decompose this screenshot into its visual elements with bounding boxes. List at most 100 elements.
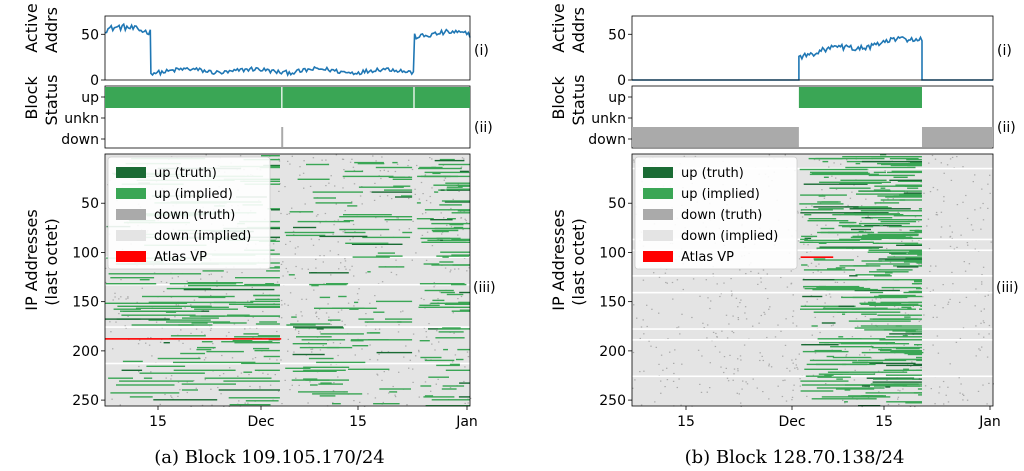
down-truth-dot [239, 155, 242, 157]
down-truth-dot [420, 297, 423, 299]
down-truth-dot [666, 379, 669, 381]
up-segment [905, 257, 922, 259]
up-segment [135, 307, 182, 309]
down-truth-dot [284, 303, 286, 305]
down-truth-dot [277, 390, 280, 392]
down-truth-dot [460, 166, 463, 168]
up-segment [148, 319, 211, 321]
gap-row [632, 328, 993, 330]
down-truth-dot [943, 200, 945, 202]
up-segment [419, 304, 440, 306]
down-truth-dot [252, 316, 254, 318]
up-segment [241, 362, 280, 365]
up-segment [178, 324, 213, 326]
down-truth-dot [226, 271, 228, 273]
down-truth-dot [164, 317, 166, 319]
down-truth-dot [777, 385, 779, 387]
down-truth-dot [769, 306, 771, 308]
down-truth-dot [457, 268, 460, 270]
up-segment [840, 343, 910, 345]
down-truth-dot [412, 381, 414, 383]
up-segment [855, 162, 861, 165]
up-segment [849, 275, 858, 277]
up-segment [250, 300, 280, 303]
up-segment [832, 214, 904, 216]
tag-i: (i) [474, 43, 489, 59]
down-truth-dot [874, 203, 877, 205]
down-truth-dot [678, 378, 680, 380]
down-truth-dot [317, 214, 319, 216]
up-segment [293, 226, 317, 229]
active-ylabel-1: Active [549, 3, 568, 53]
down-truth-dot [450, 269, 452, 271]
down-truth-dot [936, 189, 939, 191]
up-segment [419, 340, 430, 342]
down-truth-dot [319, 222, 321, 224]
x-tick-label: 15 [677, 414, 695, 430]
active-ylabel-2: Addrs [42, 7, 61, 53]
down-truth-dot [927, 218, 930, 220]
up-segment [824, 374, 834, 376]
up-segment [443, 348, 448, 351]
up-segment [877, 231, 922, 234]
down-truth-dot [918, 263, 920, 265]
down-truth-dot [672, 380, 675, 382]
up-segment [457, 210, 470, 212]
down-truth-dot [212, 343, 214, 345]
up-segment [862, 395, 884, 397]
ip-y-tick-label: 200 [72, 344, 99, 360]
up-segment [166, 287, 212, 290]
down-truth-dot [463, 257, 466, 259]
down-truth-dot [431, 245, 434, 247]
down-truth-dot [286, 213, 288, 215]
down-truth-dot [165, 281, 168, 284]
down-truth-dot [160, 281, 163, 283]
down-truth-dot [442, 164, 445, 166]
up-segment [431, 166, 443, 169]
down-truth-dot [433, 282, 435, 284]
down-truth-dot [237, 375, 239, 377]
down-truth-dot [174, 316, 176, 318]
up-segment [818, 285, 860, 288]
down-truth-dot [966, 217, 969, 219]
down-truth-dot [322, 261, 324, 263]
down-truth-dot [352, 237, 354, 239]
down-truth-dot [639, 337, 641, 340]
down-truth-dot [646, 325, 648, 328]
down-truth-dot [667, 338, 669, 340]
up-segment [269, 267, 280, 269]
down-truth-dot [119, 404, 121, 406]
down-truth-dot [744, 312, 746, 314]
down-truth-dot [313, 289, 315, 291]
x-tick-label: 15 [149, 414, 167, 430]
up-segment [821, 322, 836, 324]
status-level-unkn: unkn [64, 111, 99, 127]
down-truth-dot [800, 210, 803, 212]
down-truth-dot [281, 403, 283, 405]
down-truth-dot [750, 270, 752, 273]
up-segment [434, 227, 470, 230]
up-segment [844, 213, 900, 215]
up-segment [907, 307, 912, 309]
up-segment [431, 264, 470, 266]
down-truth-dot [929, 270, 931, 273]
down-truth-dot [111, 398, 113, 400]
up-segment [858, 222, 910, 225]
up-segment [236, 340, 253, 342]
down-truth-dot [959, 392, 961, 394]
up-segment [869, 362, 916, 365]
down-truth-dot [725, 314, 728, 316]
down-truth-dot [342, 158, 345, 160]
down-truth-dot [873, 372, 876, 374]
down-truth-dot [886, 379, 888, 381]
down-truth-dot [378, 353, 380, 355]
down-truth-dot [415, 252, 417, 254]
up-segment [838, 224, 862, 227]
down-truth-dot [127, 297, 129, 299]
down-truth-dot [454, 354, 457, 356]
down-truth-dot [464, 218, 466, 220]
down-truth-dot [333, 382, 335, 384]
up-segment [803, 269, 855, 271]
up-segment [452, 264, 470, 266]
down-truth-dot [254, 357, 257, 359]
